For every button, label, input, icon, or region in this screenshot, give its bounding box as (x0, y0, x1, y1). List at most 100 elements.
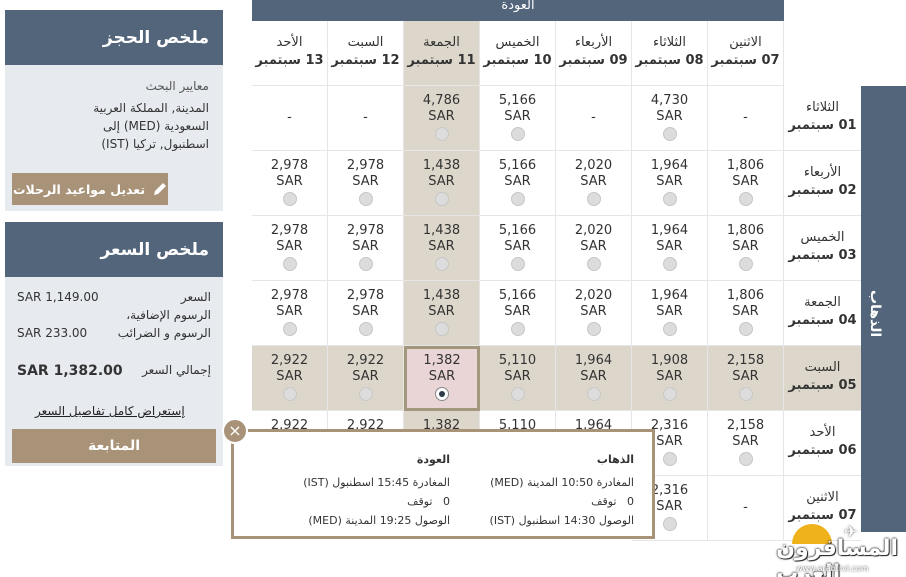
fare-radio[interactable] (358, 322, 373, 336)
fare-radio[interactable] (435, 387, 449, 401)
fare-unavailable: - (287, 110, 292, 125)
fare-cell[interactable]: 1,806 SAR (708, 151, 784, 216)
fare-radio[interactable] (510, 387, 525, 401)
fare-row: SAR 1,149.00 السعر (17, 290, 211, 304)
departure-side-bar (861, 86, 906, 532)
fare-radio[interactable] (358, 192, 373, 206)
fare-radio[interactable] (586, 192, 601, 206)
fare-radio[interactable] (510, 192, 525, 206)
fare-radio[interactable] (662, 192, 677, 206)
fare-radio[interactable] (586, 387, 601, 401)
fare-radio[interactable] (662, 387, 677, 401)
fare-cell[interactable]: 5,166 SAR (480, 216, 556, 281)
return-date-header[interactable]: الأربعاء 09 سبتمبر (556, 21, 632, 86)
fare-radio[interactable] (282, 322, 297, 336)
return-date-header[interactable]: الخميس 10 سبتمبر (480, 21, 556, 86)
return-date-header[interactable]: الثلاثاء 08 سبتمبر (632, 21, 708, 86)
return-date-header[interactable]: الجمعة 11 سبتمبر (404, 21, 480, 86)
fare-radio[interactable] (662, 257, 677, 271)
fare-cell[interactable]: 1,908 SAR (632, 346, 708, 411)
departure-date-header[interactable]: السبت 05 سبتمبر (784, 346, 861, 411)
total-price: SAR 1,382.00 (17, 363, 123, 379)
continue-button[interactable]: المتابعة (12, 429, 216, 463)
fare-price: 2,978 (346, 288, 385, 303)
fare-currency: SAR (580, 369, 607, 384)
edit-flights-button[interactable]: تعديل مواعيد الرحلات (12, 173, 168, 205)
departure-date-header[interactable]: الخميس 03 سبتمبر (784, 216, 861, 281)
return-day-label: الأحد (276, 35, 303, 50)
departure-date-header[interactable]: الأربعاء 02 سبتمبر (784, 151, 861, 216)
fare-radio[interactable] (510, 127, 525, 141)
price-details-link[interactable]: إستعراض كامل تفاصيل السعر (35, 404, 185, 418)
fare-cell[interactable]: 2,978 SAR (328, 216, 404, 281)
fare-cell[interactable]: 2,158 SAR (708, 411, 784, 476)
fare-cell[interactable]: 2,158 SAR (708, 346, 784, 411)
return-date-label: 12 سبتمبر (331, 53, 400, 68)
fare-radio[interactable] (738, 192, 753, 206)
departure-date-header[interactable]: الأحد 06 سبتمبر (784, 411, 861, 476)
fare-radio[interactable] (282, 257, 297, 271)
fare-price: 2,020 (574, 288, 613, 303)
fare-radio[interactable] (738, 257, 753, 271)
fare-cell[interactable]: 2,978 SAR (252, 216, 328, 281)
fare-radio[interactable] (662, 322, 677, 336)
return-date-header[interactable]: الاثنين 07 سبتمبر (708, 21, 784, 86)
fare-cell[interactable]: 2,978 SAR (252, 151, 328, 216)
fare-radio[interactable] (662, 452, 677, 466)
fare-radio[interactable] (586, 322, 601, 336)
fare-radio[interactable] (434, 257, 449, 271)
fare-radio[interactable] (738, 452, 753, 466)
fare-radio[interactable] (738, 387, 753, 401)
departure-date-header[interactable]: الثلاثاء 01 سبتمبر (784, 86, 861, 151)
return-date-header[interactable]: السبت 12 سبتمبر (328, 21, 404, 86)
fare-cell[interactable]: 2,020 SAR (556, 281, 632, 346)
fare-radio[interactable] (662, 127, 677, 141)
fare-cell[interactable]: 4,786 SAR (404, 86, 480, 151)
fare-cell[interactable]: 1,806 SAR (708, 281, 784, 346)
return-date-label: 13 سبتمبر (255, 53, 324, 68)
fare-radio[interactable] (358, 257, 373, 271)
fare-cell[interactable]: 2,978 SAR (328, 281, 404, 346)
fare-price: 1,438 (422, 223, 461, 238)
fare-radio[interactable] (434, 192, 449, 206)
fare-cell[interactable]: 1,438 SAR (404, 151, 480, 216)
fare-cell[interactable]: 2,978 SAR (328, 151, 404, 216)
pencil-icon (154, 183, 167, 195)
return-date-header[interactable]: الأحد 13 سبتمبر (252, 21, 328, 86)
fare-radio[interactable] (282, 387, 297, 401)
fare-radio[interactable] (586, 257, 601, 271)
fare-radio[interactable] (282, 192, 297, 206)
fare-radio[interactable] (738, 322, 753, 336)
fare-cell[interactable]: 2,020 SAR (556, 151, 632, 216)
fare-radio[interactable] (358, 387, 373, 401)
fare-price: 2,978 (346, 223, 385, 238)
fare-cell[interactable]: 5,166 SAR (480, 281, 556, 346)
fare-cell[interactable]: 2,316 SAR (632, 411, 708, 476)
fare-radio[interactable] (434, 127, 449, 141)
departure-date-header[interactable]: الجمعة 04 سبتمبر (784, 281, 861, 346)
fare-cell[interactable]: 5,166 SAR (480, 86, 556, 151)
popup-outbound-depart: المغادرة 10:50 المدينة (MED) (490, 476, 634, 489)
fare-cell[interactable]: 5,166 SAR (480, 151, 556, 216)
departure-day-label: الاثنين (806, 490, 839, 505)
fare-cell[interactable]: 1,806 SAR (708, 216, 784, 281)
fare-cell[interactable]: 2,020 SAR (556, 216, 632, 281)
fare-radio[interactable] (662, 517, 677, 531)
close-icon[interactable]: × (222, 418, 248, 444)
fare-cell[interactable]: 4,730 SAR (632, 86, 708, 151)
fare-currency: SAR (352, 174, 379, 189)
fare-radio[interactable] (434, 322, 449, 336)
fare-radio[interactable] (510, 322, 525, 336)
fare-cell[interactable]: 2,978 SAR (252, 281, 328, 346)
fare-cell[interactable]: 1,438 SAR (404, 216, 480, 281)
fare-radio[interactable] (510, 257, 525, 271)
fare-cell[interactable]: 1,438 SAR (404, 281, 480, 346)
